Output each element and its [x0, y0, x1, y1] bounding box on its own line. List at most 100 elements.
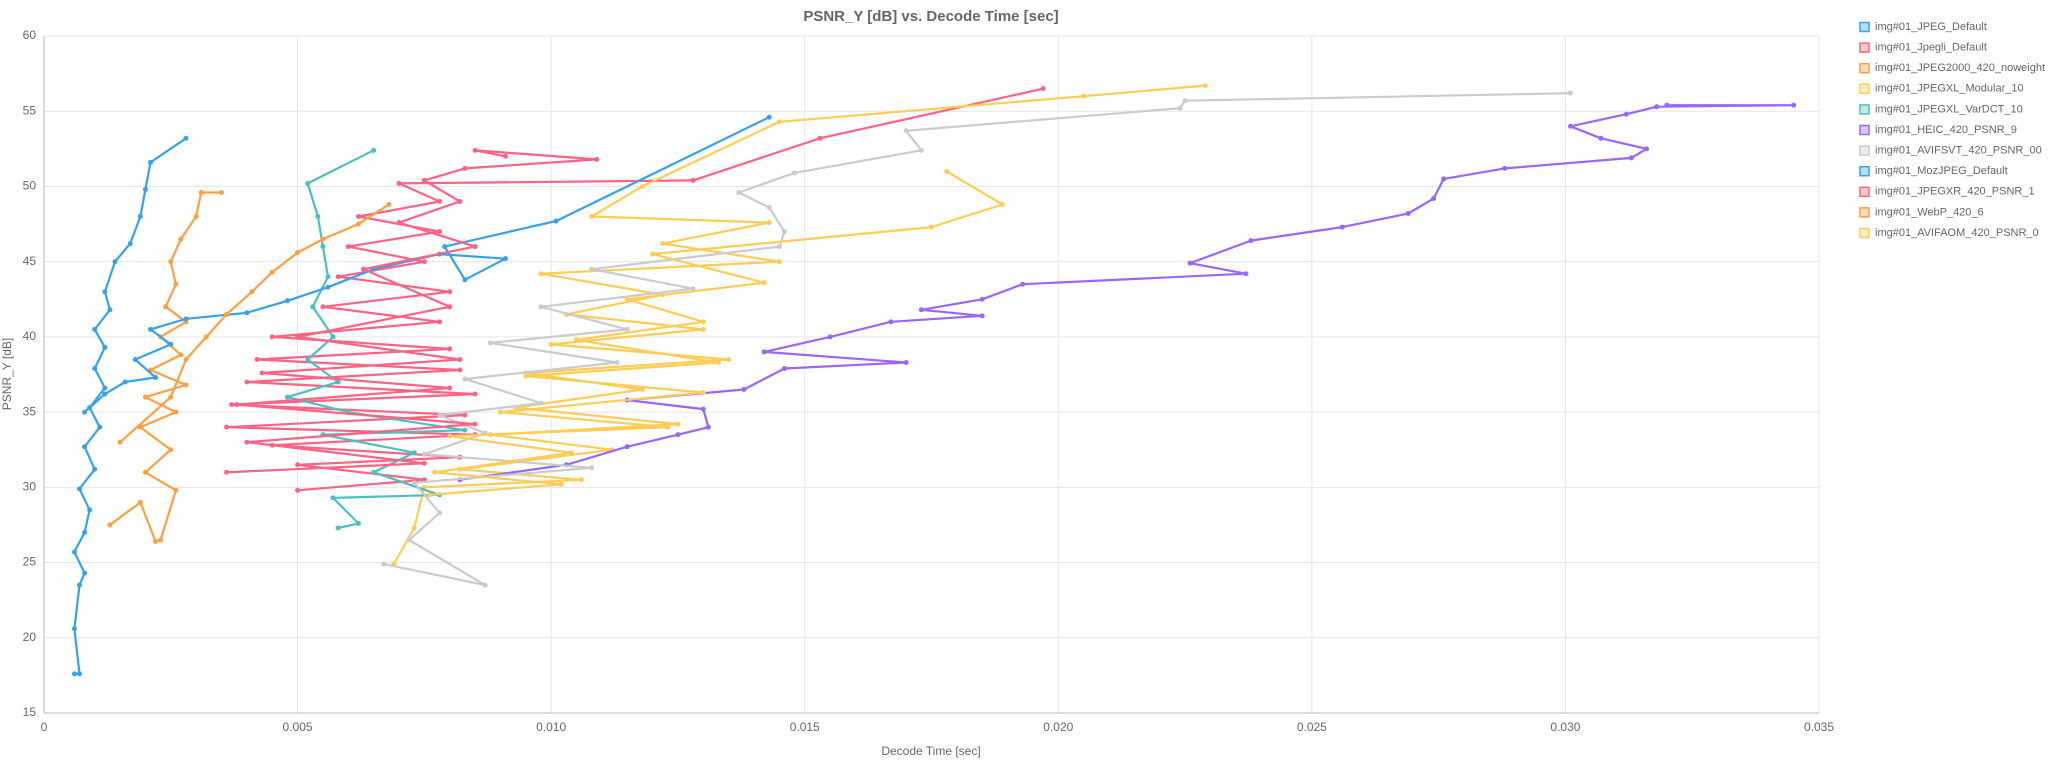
series [107, 189, 224, 544]
legend-label: img#01_JPEGXR_420_PSNR_1 [1875, 186, 2035, 198]
data-point [437, 319, 443, 325]
legend-swatch [1859, 145, 1870, 156]
data-point [355, 214, 361, 220]
data-point [426, 492, 432, 498]
data-point [1598, 135, 1604, 141]
data-point [1182, 98, 1188, 104]
data-point [639, 387, 645, 393]
data-point [660, 241, 666, 247]
series [457, 102, 1797, 483]
data-point [178, 352, 184, 358]
legend-label: img#01_JPEG_Default [1875, 21, 1987, 33]
data-point [736, 189, 742, 195]
data-point [371, 147, 377, 153]
y-tick-label: 15 [23, 705, 37, 719]
data-point [224, 424, 230, 430]
data-point [1654, 104, 1660, 110]
data-point [766, 220, 772, 226]
data-point [761, 349, 767, 355]
data-point [148, 326, 153, 332]
x-tick-label: 0.035 [1804, 720, 1834, 734]
data-point [1202, 83, 1208, 89]
data-point [137, 214, 143, 220]
data-point [817, 135, 823, 141]
data-point [792, 170, 798, 176]
data-point [183, 316, 189, 322]
data-point [102, 289, 108, 295]
data-point [472, 391, 478, 397]
data-point [310, 304, 316, 310]
data-point [386, 201, 392, 207]
data-point [421, 460, 427, 466]
legend-swatch [1859, 21, 1870, 33]
data-point [320, 236, 326, 242]
data-point [447, 385, 453, 391]
data-point [1405, 211, 1411, 217]
data-point [284, 298, 290, 304]
legend-swatch [1859, 104, 1870, 115]
data-point [219, 189, 224, 195]
data-point [675, 421, 681, 427]
data-point [690, 286, 696, 292]
data-point [132, 356, 138, 362]
legend-label: img#01_HEIC_420_PSNR_9 [1875, 124, 2017, 136]
data-point [71, 671, 77, 677]
y-tick-label: 50 [23, 179, 37, 193]
data-point [503, 153, 508, 159]
data-point [102, 344, 108, 350]
data-point [127, 241, 133, 247]
data-point [269, 334, 275, 340]
data-point [168, 394, 174, 400]
data-point [244, 439, 250, 445]
data-point [944, 168, 950, 174]
data-point [903, 128, 909, 134]
data-point [462, 376, 468, 382]
data-point [1339, 224, 1345, 230]
data-point [781, 365, 787, 371]
data-point [295, 487, 301, 493]
data-point [198, 189, 204, 195]
data-point [457, 198, 463, 204]
data-point [700, 406, 706, 412]
y-tick-label: 30 [23, 480, 37, 494]
data-point [675, 432, 681, 438]
data-point [447, 433, 453, 439]
data-point [538, 271, 544, 277]
data-point [650, 251, 656, 257]
legend-swatch [1859, 42, 1870, 53]
data-point [482, 582, 488, 588]
data-point [421, 177, 427, 183]
legend-label: img#01_JPEGXL_Modular_10 [1875, 83, 2024, 95]
data-point [345, 244, 351, 250]
legend-swatch [1859, 83, 1870, 95]
data-point [295, 334, 301, 340]
data-point [589, 465, 595, 471]
legend-swatch [1859, 227, 1870, 239]
data-point [320, 244, 326, 250]
x-tick-label: 0.015 [790, 720, 820, 734]
data-point [437, 229, 443, 235]
data-point [472, 244, 478, 250]
data-point [371, 469, 377, 475]
data-point [295, 250, 301, 256]
data-point [1791, 102, 1797, 108]
data-point [183, 382, 189, 388]
x-tick-label: 0.025 [1297, 720, 1327, 734]
data-point [918, 147, 924, 153]
data-point [558, 481, 564, 487]
data-point [82, 570, 88, 576]
data-point [462, 412, 468, 418]
data-point [320, 304, 326, 310]
data-point [447, 304, 453, 310]
data-point [741, 387, 747, 393]
data-point [102, 391, 108, 397]
data-point [142, 394, 148, 400]
series-line [109, 191, 222, 543]
data-point [117, 439, 123, 445]
legend-label: img#01_AVIFAOM_420_PSNR_0 [1875, 227, 2039, 239]
data-point [97, 424, 103, 430]
data-point [589, 214, 595, 220]
data-point [624, 444, 630, 450]
data-point [229, 402, 235, 408]
data-point [462, 277, 468, 283]
